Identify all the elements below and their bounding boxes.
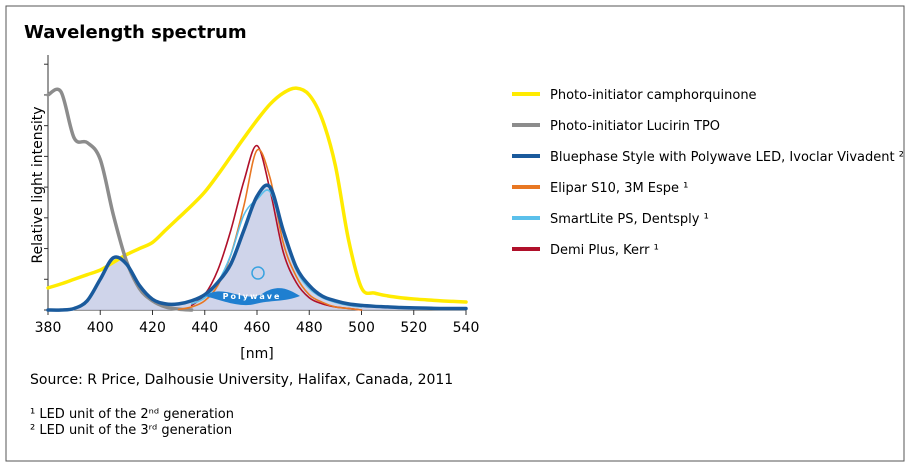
series-line xyxy=(46,87,194,312)
chart-title: Wavelength spectrum xyxy=(24,22,247,43)
legend: Photo-initiator camphorquinone Photo-init… xyxy=(512,88,904,258)
y-axis-label: Relative light intensity xyxy=(30,106,46,263)
x-tick-label: 400 xyxy=(87,320,114,336)
x-tick-label: 380 xyxy=(35,320,62,336)
legend-label: Photo-initiator camphorquinone xyxy=(550,88,757,103)
series-line xyxy=(177,148,363,311)
area xyxy=(48,185,466,311)
legend-label: Demi Plus, Kerr ¹ xyxy=(550,243,659,258)
plot-area: 380 400 420 440 460 480 500 520 540 xyxy=(35,55,480,336)
legend-label: Photo-initiator Lucirin TPO xyxy=(550,119,720,134)
x-tick-label: 440 xyxy=(191,320,218,336)
logo-text: Polywave xyxy=(223,292,282,301)
series-line xyxy=(46,183,468,312)
frame xyxy=(5,5,905,462)
series-line xyxy=(46,86,468,304)
x-tick-label: 500 xyxy=(348,320,375,336)
x-tick-label: 420 xyxy=(139,320,166,336)
x-tick-label: 520 xyxy=(400,320,427,336)
x-tick-label: 480 xyxy=(296,320,323,336)
legend-label: SmartLite PS, Dentsply ¹ xyxy=(550,212,709,227)
legend-label: Elipar S10, 3M Espe ¹ xyxy=(550,181,688,196)
legend-label: Bluephase Style with Polywave LED, Ivocl… xyxy=(550,150,904,165)
footnote: ² LED unit of the 3ʳᵈ generation xyxy=(30,423,232,438)
x-tick-label: 460 xyxy=(244,320,271,336)
logo: Polywave xyxy=(205,266,300,306)
x-tick-label: 540 xyxy=(453,320,480,336)
x-axis-label: [nm] xyxy=(240,346,273,362)
logo-wave xyxy=(205,288,300,306)
footnote: ¹ LED unit of the 2ⁿᵈ generation xyxy=(30,407,234,422)
logo-circle xyxy=(251,266,265,280)
source: Source: R Price, Dalhousie University, H… xyxy=(30,372,453,388)
